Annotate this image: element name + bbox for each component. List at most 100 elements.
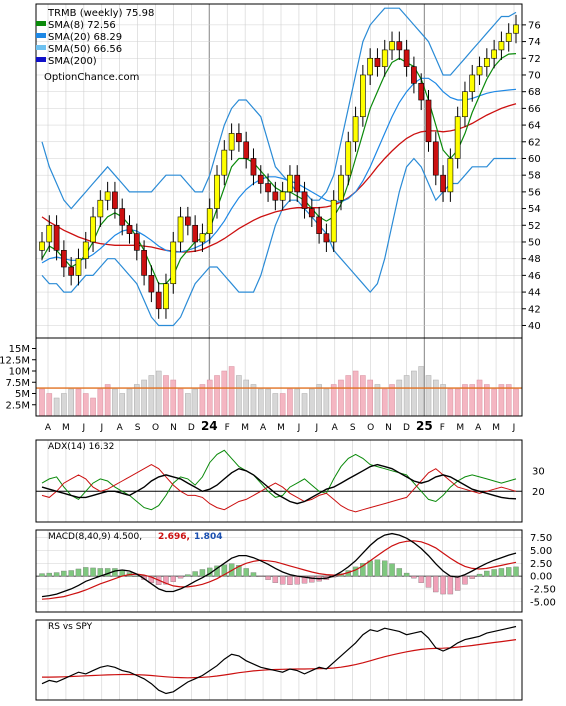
- legend-sma50: SMA(50) 66.56: [36, 44, 122, 55]
- volume-bar: [243, 379, 249, 417]
- macd-tick-label: -2.50: [530, 584, 556, 595]
- volume-bar: [389, 384, 395, 417]
- volume-bar: [228, 366, 235, 417]
- candle-body: [265, 183, 271, 193]
- x-tick-label: A: [45, 423, 52, 433]
- macd-histogram-bar: [243, 568, 249, 577]
- volume-bar: [97, 388, 104, 417]
- price-tick-label: 48: [528, 254, 541, 265]
- x-tick-label: 25: [416, 419, 433, 433]
- x-tick-label: S: [350, 423, 356, 433]
- price-tick-label: 54: [528, 204, 541, 215]
- macd-histogram-bar: [221, 564, 228, 577]
- macd-histogram-bar: [39, 573, 45, 577]
- x-tick-label: D: [188, 423, 195, 433]
- candle-body: [389, 41, 395, 51]
- x-tick-label: 24: [201, 419, 218, 433]
- legend-sma8: SMA(8) 72.56: [36, 20, 116, 31]
- price-tick-label: 74: [528, 37, 541, 48]
- legend-swatch-sma50: [36, 45, 46, 50]
- x-tick-label: S: [135, 423, 141, 433]
- macd-histogram-bar: [294, 575, 300, 585]
- candle-body: [287, 174, 293, 193]
- volume-bar: [39, 388, 45, 417]
- volume-bar: [462, 384, 468, 417]
- rs-line: [41, 625, 517, 695]
- price-tick-label: 50: [528, 237, 541, 248]
- volume-bar: [163, 375, 169, 417]
- volume-bar: [418, 366, 425, 417]
- candle-body: [513, 24, 519, 34]
- macd-line: [41, 532, 517, 598]
- candle-body: [206, 208, 213, 234]
- price-tick-label: 58: [528, 171, 541, 182]
- legend-swatch-sma8: [36, 21, 46, 26]
- macd-histogram-bar: [469, 575, 475, 579]
- x-tick-label: F: [440, 423, 445, 433]
- macd-histogram-bar: [199, 569, 206, 577]
- volume-tick-label: 5M: [15, 389, 30, 400]
- ticker-title: TRMB (weekly) 75.98: [47, 8, 154, 19]
- volume-bar: [425, 375, 432, 417]
- price-tick-label: 68: [528, 87, 541, 98]
- volume-bar: [177, 388, 184, 417]
- volume-bar: [104, 384, 111, 417]
- macd-histogram-bar: [352, 566, 359, 577]
- candle-body: [491, 49, 497, 59]
- x-tick-label: N: [385, 423, 392, 433]
- volume-bar: [199, 384, 206, 417]
- candle-body: [272, 191, 279, 201]
- price-tick-label: 60: [528, 154, 541, 165]
- volume-bar: [265, 388, 271, 417]
- minus-di-line: [41, 464, 517, 513]
- legend-label-sma50: SMA(50) 66.56: [48, 44, 122, 55]
- panel-frames: [35, 3, 523, 701]
- macd-histogram-bar: [389, 563, 395, 577]
- volume-bar: [294, 388, 301, 417]
- macd-panel: 7.50 5.00 2.50 0.00-2.50 -5.00: [36, 532, 556, 608]
- volume-bar: [61, 393, 67, 417]
- macd-histogram-bar: [53, 572, 60, 577]
- candle-body: [316, 216, 322, 234]
- volume-bar: [323, 388, 330, 417]
- candle-body: [155, 291, 162, 310]
- panel-frame-rs: [35, 619, 523, 701]
- volume-bar: [374, 384, 381, 417]
- panel-frame-adx: [35, 439, 523, 523]
- adx-tick-label: 30: [532, 466, 545, 477]
- price-tick-label: 44: [528, 288, 541, 299]
- volume-bar: [112, 388, 118, 417]
- rs-label: RS vs SPY: [48, 622, 93, 632]
- macd-tick-label: 5.00: [530, 546, 552, 557]
- sma20-line: [41, 77, 517, 264]
- bollinger-lower-line: [41, 157, 516, 327]
- plus-di-line: [41, 449, 517, 511]
- x-tick-label: A: [117, 423, 124, 433]
- x-tick-label: M: [277, 423, 285, 433]
- candle-body: [338, 174, 344, 201]
- candle-body: [476, 66, 483, 76]
- macd-histogram-bar: [447, 575, 454, 595]
- candle-body: [221, 149, 228, 176]
- volume-bar: [287, 388, 293, 417]
- price-tick-label: 46: [528, 271, 541, 282]
- volume-bar: [367, 379, 373, 417]
- x-tick-label: A: [475, 423, 482, 433]
- candle-body: [104, 191, 111, 201]
- legend-swatch-sma20: [36, 33, 46, 38]
- volume-bar: [75, 388, 82, 417]
- candle-body: [411, 66, 417, 84]
- candle-body: [199, 233, 206, 243]
- volume-bar: [476, 379, 483, 417]
- adx-tick-label: 20: [532, 487, 545, 498]
- volume-bar: [447, 388, 454, 417]
- volume-bar: [141, 379, 147, 417]
- macd-histogram-bar: [90, 567, 96, 577]
- macd-histogram-bar: [491, 569, 497, 577]
- macd-histogram-bar: [148, 575, 155, 583]
- candle-body: [396, 41, 403, 51]
- macd-tick-label: -5.00: [530, 597, 556, 608]
- candle-body: [360, 74, 366, 118]
- candle-body: [214, 174, 220, 209]
